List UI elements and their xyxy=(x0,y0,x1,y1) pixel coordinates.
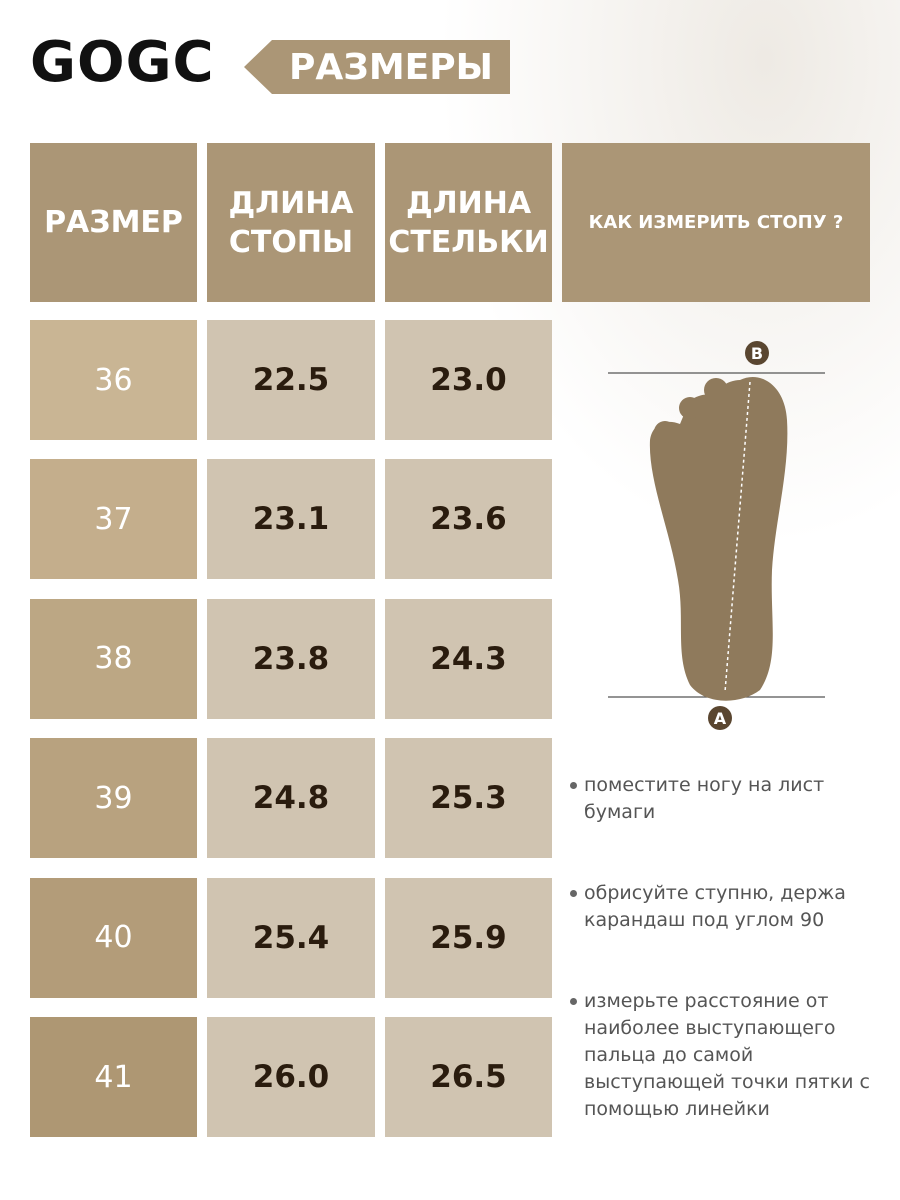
tag-arrow xyxy=(244,40,272,94)
value-cell: 23.8 xyxy=(207,598,375,719)
value-cell: 24.3 xyxy=(385,598,552,719)
size-cell: 40 xyxy=(30,877,197,998)
foot xyxy=(649,376,788,701)
toe xyxy=(704,378,728,402)
size-cell: 37 xyxy=(30,459,197,580)
value-cell: 23.6 xyxy=(385,459,552,580)
value-cell: 25.9 xyxy=(385,877,552,998)
value-cell: 24.8 xyxy=(207,738,375,859)
value-cell: 25.4 xyxy=(207,877,375,998)
value-cell: 26.0 xyxy=(207,1017,375,1137)
value-cell: 25.3 xyxy=(385,738,552,859)
brand: GOGC xyxy=(30,30,215,95)
toe xyxy=(679,397,701,419)
size-cell: 36 xyxy=(30,320,197,440)
measure-line xyxy=(724,381,751,693)
instruction: обрисуйте ступню, держа карандаш под угл… xyxy=(568,880,884,934)
value-cell: 26.5 xyxy=(385,1017,552,1137)
label: B xyxy=(751,344,763,363)
instruction: поместите ногу на лист бумаги xyxy=(568,772,884,826)
column-header: ДЛИНА СТЕЛЬКИ xyxy=(385,143,552,302)
value-cell: 22.5 xyxy=(207,320,375,440)
tag: РАЗМЕРЫ xyxy=(272,40,510,94)
size-cell: 38 xyxy=(30,598,197,719)
value-cell: 23.0 xyxy=(385,320,552,440)
label-circle xyxy=(708,706,732,730)
label-circle xyxy=(745,341,769,365)
size-cell: 41 xyxy=(30,1017,197,1137)
column-header: ДЛИНА СТОПЫ xyxy=(207,143,375,302)
column-header: РАЗМЕР xyxy=(30,143,197,302)
value-cell: 23.1 xyxy=(207,459,375,580)
size-cell: 39 xyxy=(30,738,197,859)
instruction: измерьте расстояние от наиболее выступаю… xyxy=(568,988,884,1123)
toe xyxy=(654,421,676,443)
label: A xyxy=(714,709,727,728)
column-header: КАК ИЗМЕРИТЬ СТОПУ ? xyxy=(562,143,870,302)
